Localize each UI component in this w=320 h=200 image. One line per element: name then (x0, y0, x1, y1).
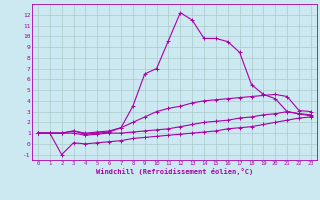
X-axis label: Windchill (Refroidissement éolien,°C): Windchill (Refroidissement éolien,°C) (96, 168, 253, 175)
